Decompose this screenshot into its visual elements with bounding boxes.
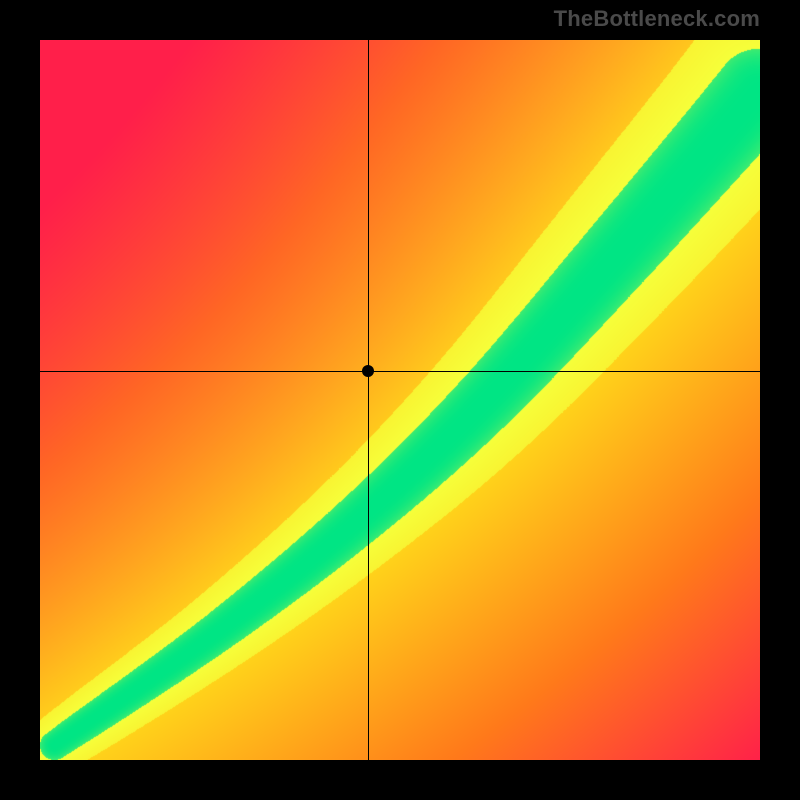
chart-container: TheBottleneck.com [0,0,800,800]
plot-area [40,40,760,760]
heatmap-canvas [40,40,760,760]
selection-marker [362,365,374,377]
crosshair-horizontal [40,371,760,372]
crosshair-vertical [368,40,369,760]
watermark-text: TheBottleneck.com [554,6,760,32]
